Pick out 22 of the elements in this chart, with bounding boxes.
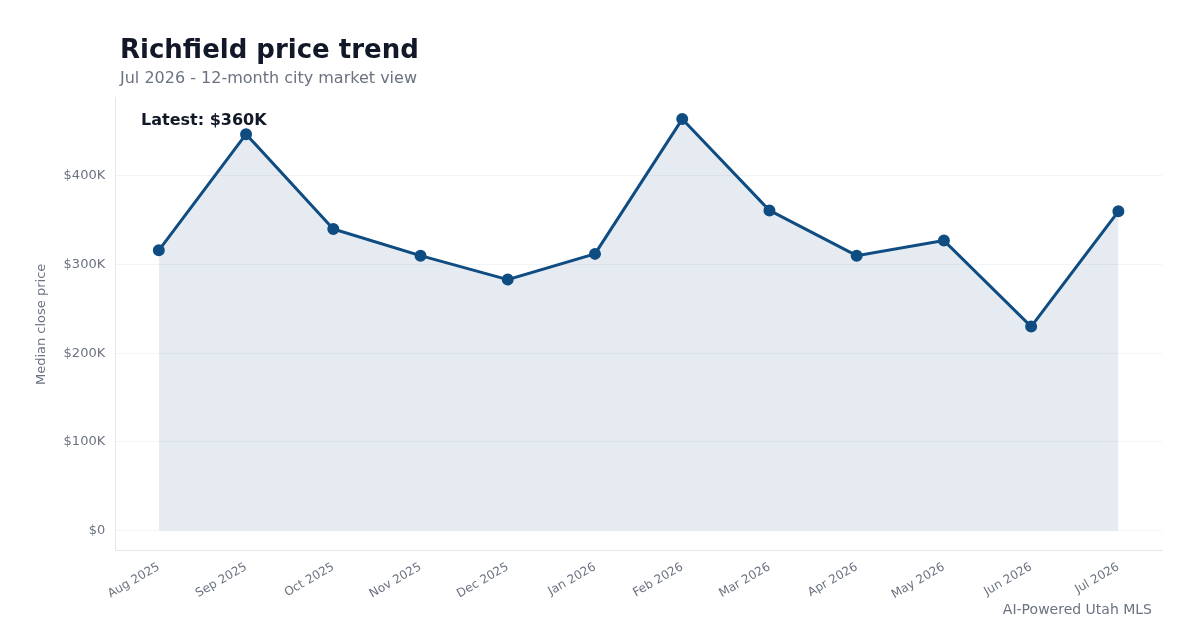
point [850, 249, 863, 262]
point [763, 204, 776, 217]
chart-title: Richfield price trend [120, 34, 419, 64]
y-tick-label: $100K [63, 433, 106, 449]
point [240, 128, 253, 141]
point [414, 249, 427, 262]
y-tick-label: $200K [63, 344, 106, 360]
text: AI-Powered Utah MLS [1002, 601, 1152, 617]
point [1112, 205, 1125, 218]
point [676, 113, 689, 126]
y-axis-title: Median close price [33, 263, 49, 386]
point [937, 234, 950, 247]
y-tick-label: $300K [63, 255, 106, 271]
point [327, 223, 340, 236]
point [501, 273, 514, 286]
point [152, 244, 165, 257]
annotation: Latest: $360K [141, 110, 267, 129]
point [1025, 320, 1038, 333]
y-tick-label: $400K [63, 167, 106, 183]
y-tick-label: $0 [88, 521, 106, 537]
point [588, 247, 601, 260]
chart-subtitle: Jul 2026 - 12-month city market view [120, 68, 417, 87]
